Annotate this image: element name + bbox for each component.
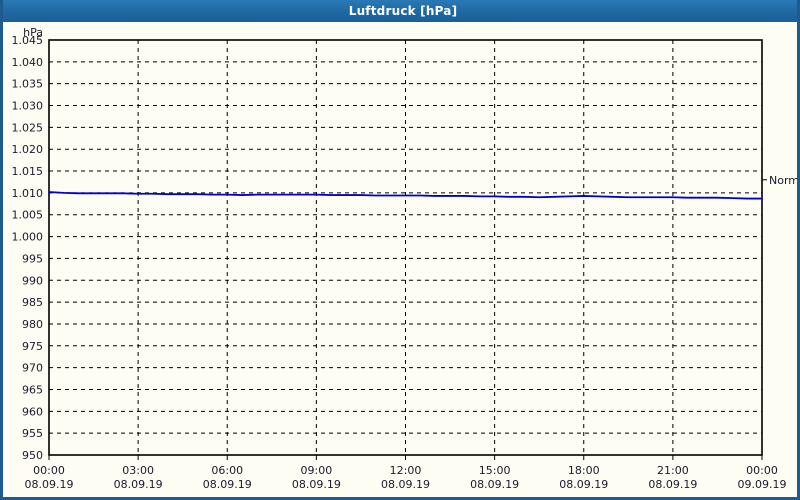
x-axis-time-label: 06:00 [211, 464, 243, 477]
y-axis-tick-label: 975 [22, 340, 43, 353]
x-axis-date-label: 09.09.19 [738, 478, 787, 491]
x-axis-time-label: 15:00 [479, 464, 511, 477]
x-axis-time-label: 21:00 [657, 464, 689, 477]
y-axis-tick-label: 965 [22, 383, 43, 396]
x-axis-time-label: 00:00 [746, 464, 778, 477]
y-axis-tick-label: 950 [22, 449, 43, 462]
x-axis-date-label: 08.09.19 [470, 478, 519, 491]
x-axis-date-label: 08.09.19 [381, 478, 430, 491]
y-axis-tick-label: 970 [22, 362, 43, 375]
axis-layer [48, 39, 763, 460]
x-axis-date-label: 08.09.19 [559, 478, 608, 491]
y-axis-tick-label: 1.030 [12, 100, 44, 113]
y-axis-tick-label: 990 [22, 274, 43, 287]
x-axis-date-label: 08.09.19 [203, 478, 252, 491]
window-title-bar: Luftdruck [hPa] [3, 0, 797, 22]
y-axis-tick-label: 985 [22, 296, 43, 309]
page-title: Luftdruck [hPa] [348, 4, 458, 18]
tick-label-layer: 1.045 1.040 1.035 1.030 1.025 1.020 1.015 1.010… [12, 26, 787, 491]
x-axis-time-label: 12:00 [390, 464, 422, 477]
data-series-line [48, 191, 763, 200]
plot-frame [48, 39, 763, 456]
y-axis-tick-label: 1.005 [12, 209, 44, 222]
y-axis-tick-label: 1.040 [12, 56, 44, 69]
series-layer [48, 191, 763, 200]
y-axis-tick-label: 1.015 [12, 165, 44, 178]
x-axis-time-label: 03:00 [122, 464, 154, 477]
x-axis-time-label: 18:00 [568, 464, 600, 477]
y-axis-tick-label: 955 [22, 427, 43, 440]
x-axis-date-label: 08.09.19 [648, 478, 697, 491]
grid-layer [49, 39, 762, 455]
y-axis-tick-label: 995 [22, 252, 43, 265]
x-axis-date-label: 08.09.19 [25, 478, 74, 491]
y-axis-tick-label: 1.035 [12, 78, 44, 91]
normal-level-label: Normal [769, 174, 797, 187]
y-axis-tick-label: 1.010 [12, 187, 44, 200]
x-axis-time-label: 00:00 [33, 464, 65, 477]
annotation-layer: Normal [762, 174, 797, 187]
y-axis-tick-label: 1.020 [12, 143, 44, 156]
y-axis-tick-label: 1.000 [12, 231, 44, 244]
y-axis-tick-label: 980 [22, 318, 43, 331]
x-axis-date-label: 08.09.19 [292, 478, 341, 491]
x-axis-time-label: 09:00 [301, 464, 333, 477]
y-axis-tick-label: 1.025 [12, 121, 44, 134]
x-axis-date-label: 08.09.19 [114, 478, 163, 491]
y-axis-tick-label: 960 [22, 405, 43, 418]
y-axis-tick-label: 1.045 [12, 34, 44, 47]
y-axis-unit-label: hPa [23, 26, 43, 39]
pressure-line-chart: 1.045 1.040 1.035 1.030 1.025 1.020 1.015 1.010… [12, 26, 798, 491]
